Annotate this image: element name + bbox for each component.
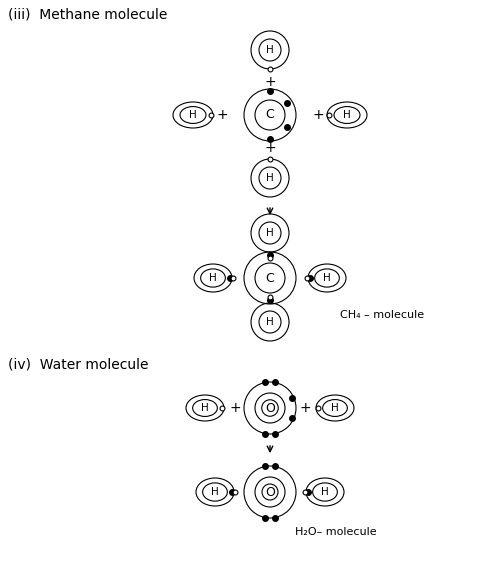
Text: H: H xyxy=(211,487,219,497)
Text: +: + xyxy=(312,108,324,122)
Text: H: H xyxy=(266,317,274,327)
Text: H: H xyxy=(323,273,331,283)
Text: +: + xyxy=(264,75,276,89)
Text: H: H xyxy=(209,273,217,283)
Text: CH₄ – molecule: CH₄ – molecule xyxy=(340,310,424,320)
Text: O: O xyxy=(265,402,275,414)
Text: H: H xyxy=(343,110,351,120)
Text: H: H xyxy=(321,487,329,497)
Text: (iv)  Water molecule: (iv) Water molecule xyxy=(8,358,149,372)
Text: (iii)  Methane molecule: (iii) Methane molecule xyxy=(8,8,167,22)
Text: H₂O– molecule: H₂O– molecule xyxy=(295,527,377,537)
Text: C: C xyxy=(266,109,274,121)
Text: H: H xyxy=(266,173,274,183)
Text: H: H xyxy=(266,228,274,238)
Text: +: + xyxy=(299,401,311,415)
Text: H: H xyxy=(189,110,197,120)
Text: +: + xyxy=(264,141,276,155)
Text: +: + xyxy=(216,108,228,122)
Text: H: H xyxy=(266,45,274,55)
Text: H: H xyxy=(331,403,339,413)
Text: H: H xyxy=(201,403,209,413)
Text: C: C xyxy=(266,272,274,284)
Text: +: + xyxy=(229,401,241,415)
Text: O: O xyxy=(265,486,275,498)
